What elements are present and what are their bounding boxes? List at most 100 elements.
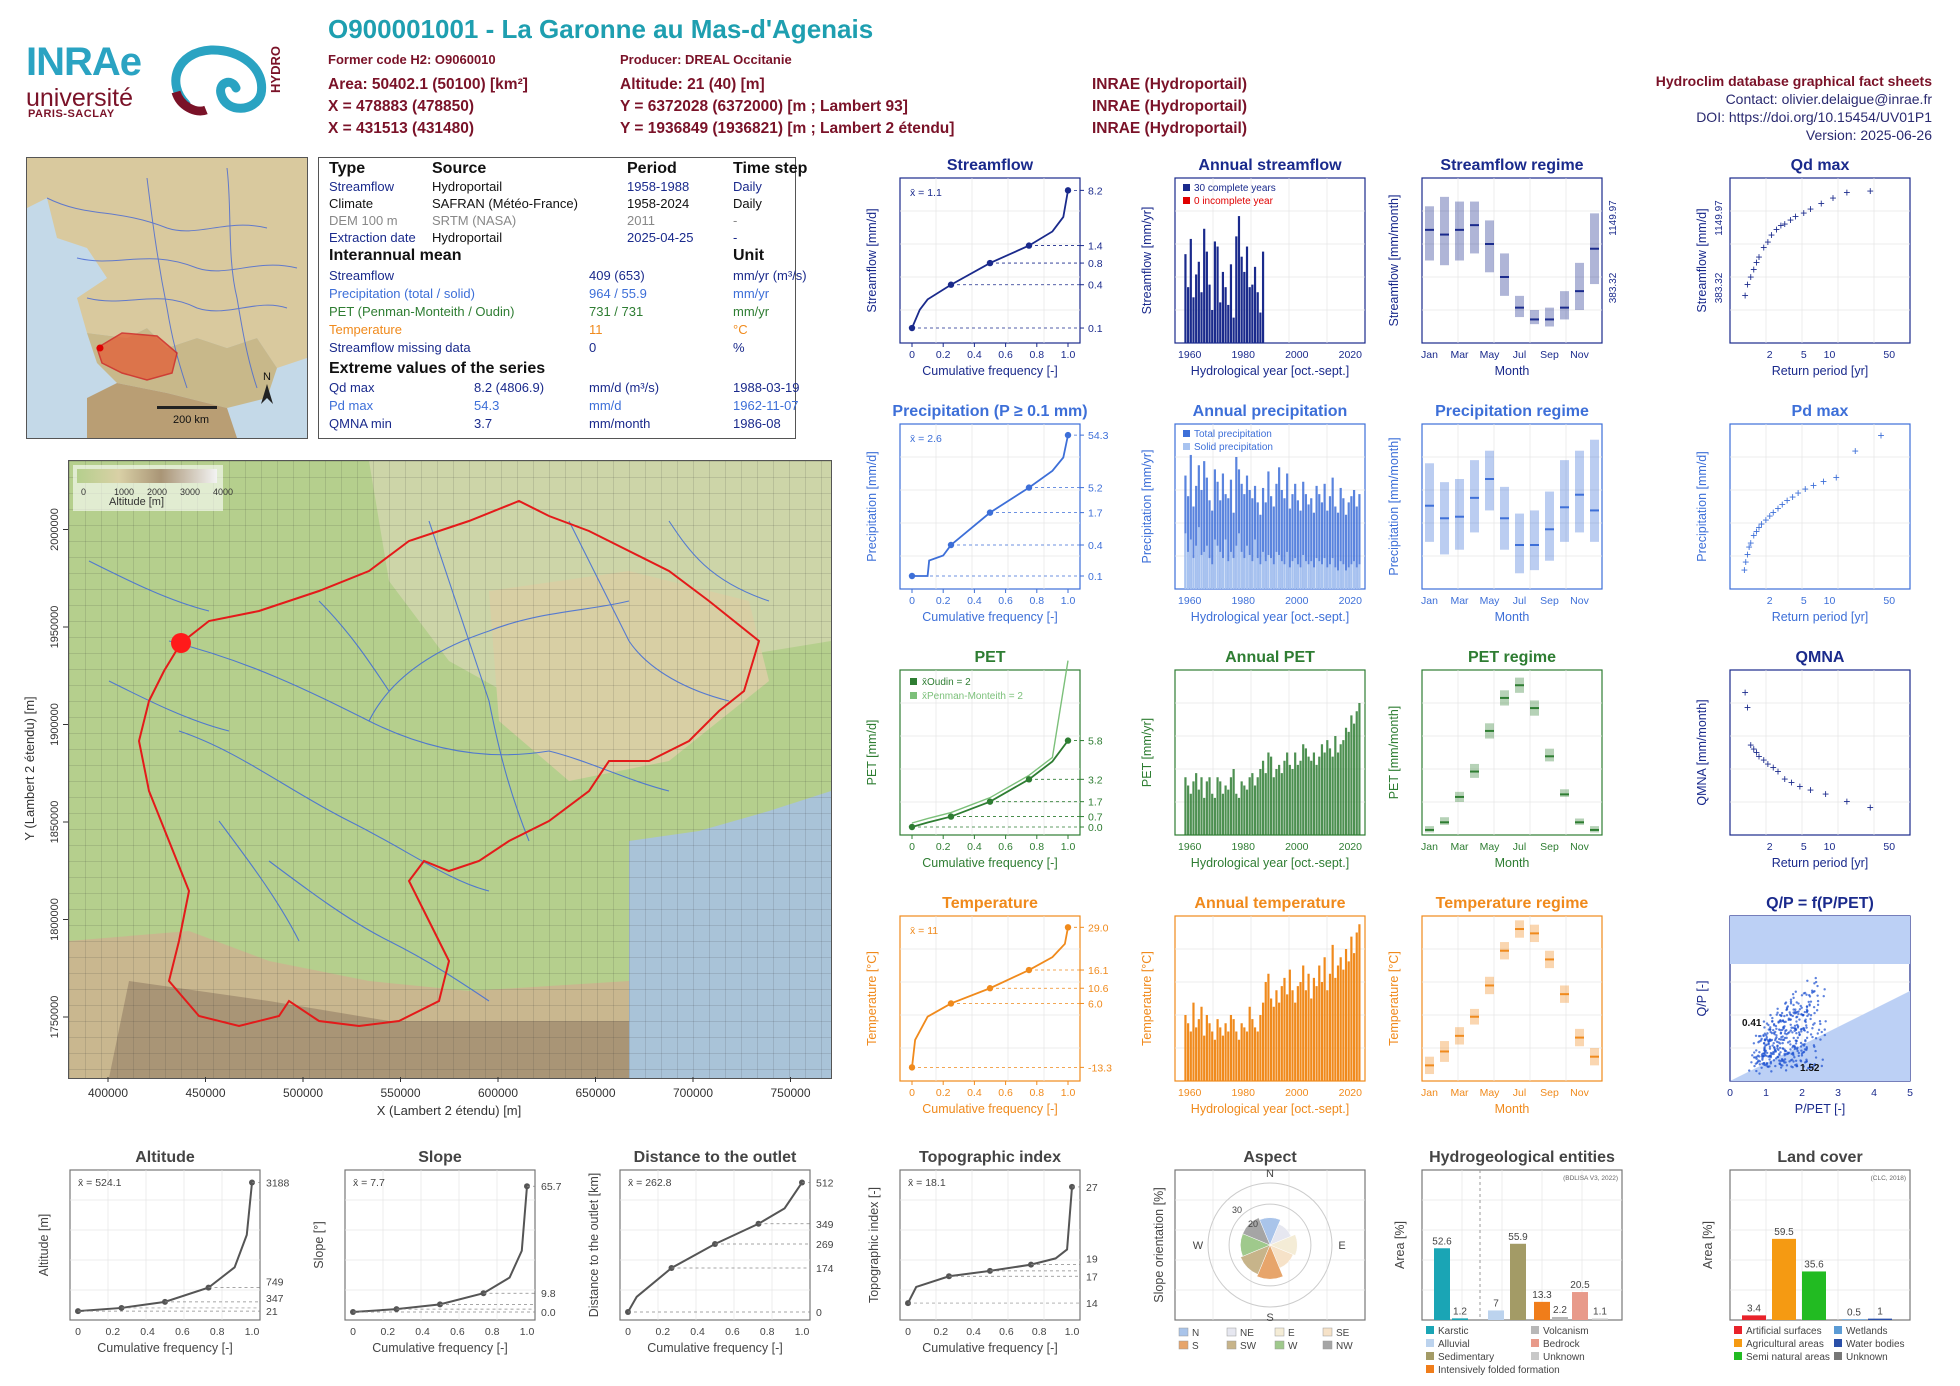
hydro-bar-label: 13.3	[1532, 1290, 1552, 1301]
extreme-value: 8.2 (4806.9)	[474, 380, 545, 395]
qp-point	[1803, 1029, 1807, 1032]
qp-point	[1792, 996, 1795, 1000]
right-tick-label: 349	[816, 1219, 834, 1231]
regime-box	[1560, 789, 1569, 797]
chart-title: Distance to the outlet	[634, 1149, 797, 1166]
right-tick-label: 0.8	[1088, 258, 1103, 270]
north-arrow-icon	[261, 384, 273, 404]
annual-bar	[1224, 785, 1227, 835]
hydro-bar-label: 2.2	[1553, 1305, 1567, 1316]
qp-point	[1788, 1060, 1791, 1063]
tick-label: 0	[909, 349, 915, 361]
qp-point	[1772, 1059, 1776, 1062]
annual-bar	[1211, 510, 1214, 589]
extreme-row: Qd max 8.2 (4806.9) mm/d (m³/s) 1988-03-19	[329, 380, 800, 397]
annual-bar	[1227, 304, 1230, 343]
annual-bar	[1251, 284, 1254, 343]
plot-frame	[1421, 423, 1603, 590]
qp-point	[1774, 1064, 1777, 1068]
right-tick-label: 383.32	[1608, 272, 1619, 303]
right-tick-label: 3.2	[1088, 774, 1103, 786]
qp-point	[1812, 990, 1815, 994]
aspect-legend-swatch	[1322, 1327, 1333, 1337]
annual-bar	[1208, 777, 1211, 835]
annual-bar	[1326, 510, 1329, 589]
aspect-legend-label: S	[1192, 1341, 1199, 1352]
map-ytick-label: 1850000	[49, 801, 61, 844]
solid-bar	[1235, 545, 1238, 589]
year-tick-label: 1960	[1178, 1087, 1202, 1099]
qp-point	[1790, 1026, 1793, 1029]
solid-bar	[1224, 539, 1227, 589]
qp-point	[1824, 1020, 1827, 1023]
annual-bar	[1240, 256, 1243, 343]
right-tick-label: 174	[816, 1263, 834, 1275]
tick-label: 0.4	[690, 1326, 705, 1338]
hydro-bar	[1534, 1301, 1550, 1320]
aspect-ring	[1228, 1203, 1312, 1287]
annual-bar	[1339, 957, 1342, 1081]
rp-point: +	[1742, 555, 1749, 569]
qp-point	[1816, 994, 1819, 997]
solid-bar	[1270, 558, 1273, 589]
aspect-legend-label: N	[1192, 1328, 1199, 1339]
aspect-ring	[1207, 1182, 1333, 1308]
right-tick-label: 0.4	[1088, 280, 1103, 292]
info-source: SAFRAN (Météo-France)	[432, 196, 578, 211]
legend-swatch	[910, 692, 917, 699]
rp-point: +	[1777, 219, 1784, 233]
chart-title: PET	[974, 649, 1005, 666]
annual-bar	[1318, 494, 1321, 589]
info-header-type: Type	[329, 160, 366, 177]
info-period: 1958-2024	[627, 196, 690, 211]
landcover-bar-label: 0.5	[1847, 1307, 1861, 1318]
qp-point	[1763, 1039, 1767, 1042]
annual-bar	[1302, 481, 1305, 589]
rp-point: +	[1770, 505, 1777, 519]
qp-point	[1758, 1040, 1761, 1043]
extreme-date: 1988-03-19	[733, 380, 800, 395]
solid-bar	[1219, 551, 1222, 589]
chart-xlabel: Hydrological year [oct.-sept.]	[1191, 856, 1349, 870]
qp-point	[1816, 999, 1820, 1003]
tick-label: 5	[1907, 1087, 1913, 1099]
qp-point	[1770, 1070, 1773, 1073]
qp-point	[1793, 1056, 1796, 1059]
qp-point	[1793, 1024, 1797, 1027]
month-tick-label: Sep	[1540, 595, 1559, 607]
rp-point: +	[1779, 498, 1786, 512]
annual-bar	[1211, 1031, 1214, 1081]
annual-bar	[1232, 1019, 1235, 1081]
qp-point	[1775, 1027, 1778, 1030]
solid-bar	[1318, 561, 1321, 589]
qp-point	[1778, 1053, 1781, 1057]
year-tick-label: 1980	[1232, 1087, 1256, 1099]
info-source: SRTM (NASA)	[432, 213, 517, 228]
right-tick-label: 10.6	[1088, 983, 1109, 995]
qp-point	[1796, 1025, 1800, 1028]
qp-point	[1805, 1036, 1809, 1040]
aspect-direction: N	[1266, 1168, 1274, 1180]
rp-point: +	[1833, 471, 1840, 485]
regime-box	[1545, 748, 1554, 762]
qp-point	[1788, 1011, 1791, 1014]
plot-frame	[899, 423, 1081, 590]
info-type: Extraction date	[329, 230, 416, 245]
interannual-unit: mm/yr	[733, 304, 770, 319]
qp-point	[1771, 1044, 1774, 1047]
annual-bar	[1195, 773, 1198, 835]
year-tick-label: 1980	[1232, 595, 1256, 607]
rp-point: +	[1820, 475, 1827, 489]
right-tick-label: 19	[1086, 1253, 1098, 1265]
qp-point	[1805, 1005, 1809, 1009]
hydro-legend-swatch	[1426, 1352, 1434, 1360]
qp-point	[1821, 1058, 1824, 1061]
regime-box	[1500, 253, 1509, 296]
rp-point: +	[1750, 742, 1757, 756]
interannual-unit: mm/yr (m³/s)	[733, 268, 807, 283]
annual-bar	[1291, 990, 1294, 1081]
qp-point	[1781, 1028, 1784, 1032]
rp-point: +	[1784, 494, 1791, 508]
qp-point	[1758, 1072, 1761, 1075]
right-tick-label: 1149.97	[1714, 200, 1725, 236]
